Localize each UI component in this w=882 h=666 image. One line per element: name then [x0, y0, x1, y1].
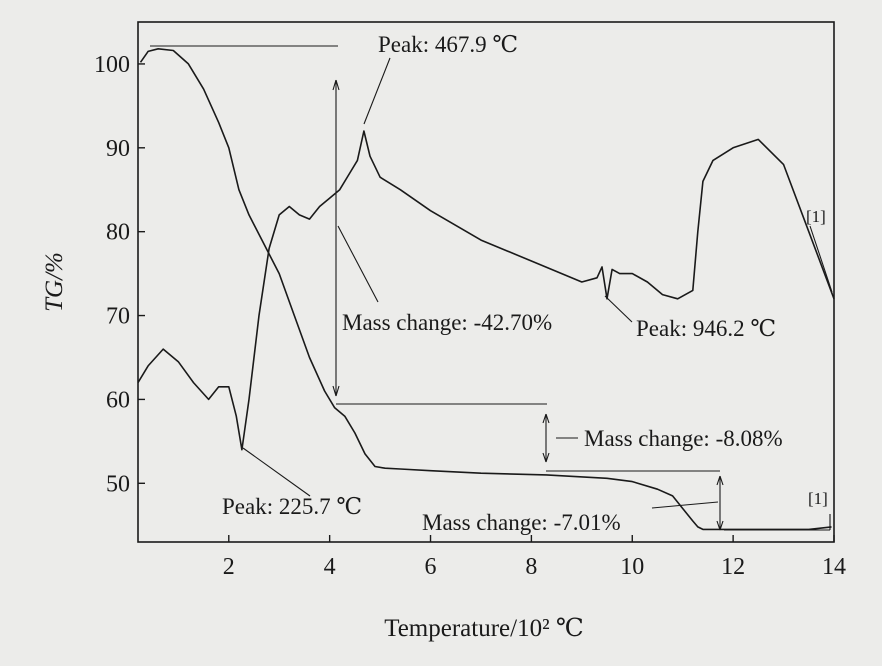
x-tick-label: 4: [324, 554, 336, 580]
x-axis-title: Temperature/10² ℃: [384, 615, 584, 642]
y-tick-label: 80: [106, 220, 130, 246]
x-tick-label: 14: [822, 554, 846, 580]
y-axis-title: TG/%: [41, 252, 68, 312]
tg-curve: [139, 48, 832, 531]
dta-ref-label: [1]: [806, 207, 826, 226]
mass-change-7-label: Mass change: -7.01%: [422, 510, 621, 535]
mass-change-8-label: Mass change: -8.08%: [584, 426, 783, 451]
x-tick-label: 8: [525, 554, 537, 580]
y-tick-label: 70: [106, 304, 130, 330]
x-tick-label: 6: [425, 554, 437, 580]
plot-frame: [137, 21, 835, 543]
mass-change-42-label: Mass change: -42.70%: [342, 310, 552, 335]
x-tick-label: 10: [620, 554, 644, 580]
y-tick-label: 50: [106, 471, 130, 497]
y-tick-label: 90: [106, 136, 130, 162]
tg-ref-label: [1]: [808, 489, 828, 508]
annotation-lines: [150, 45, 833, 531]
y-tick-label: 100: [94, 52, 130, 78]
dta-curve: [137, 130, 835, 451]
peak-225-label: Peak: 225.7 ℃: [222, 494, 362, 519]
peak-946-label: Peak: 946.2 ℃: [636, 316, 776, 341]
axis-ticks: 2 4 6 8 10 12 14 50 60 70 80 90 100: [94, 52, 846, 580]
x-tick-label: 12: [721, 554, 745, 580]
y-tick-label: 60: [106, 387, 130, 413]
x-tick-label: 2: [223, 554, 235, 580]
peak-467-label: Peak: 467.9 ℃: [378, 32, 518, 57]
